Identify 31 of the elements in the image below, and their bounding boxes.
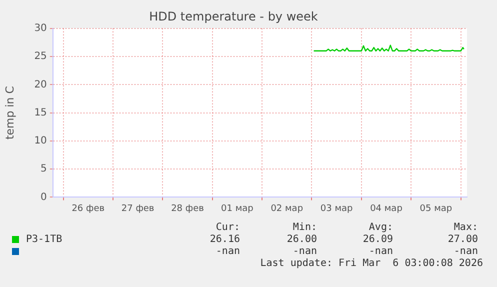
text: -nan: [368, 246, 393, 258]
text: Last update: Fri Mar 6 03:00:08 2026: [260, 258, 483, 270]
x-tick-label: 04 мар: [370, 204, 403, 214]
y-tick-label: 10: [34, 136, 47, 147]
text: 26.09: [362, 234, 393, 246]
y-tick-label: 30: [34, 22, 47, 34]
y-tick-label: 25: [34, 51, 47, 62]
text: Min:: [292, 222, 317, 234]
chart-title: HDD temperature - by week: [149, 9, 318, 24]
text: -nan: [292, 246, 317, 258]
text: Avg:: [368, 222, 393, 234]
y-tick-label: 15: [34, 107, 47, 118]
x-tick-label: 26 фев: [72, 204, 105, 214]
text: -nan: [454, 246, 478, 258]
x-tick-label: 28 фев: [171, 204, 204, 214]
x-tick-label: 01 мар: [221, 204, 254, 214]
y-tick-label: 20: [34, 79, 47, 90]
y-axis-title: temp in C: [3, 86, 16, 140]
x-tick-label: 05 мар: [420, 204, 452, 214]
x-tick-label: 03 мар: [320, 204, 354, 214]
text: 26.16: [210, 234, 240, 246]
y-tick-label: 0: [40, 192, 47, 203]
x-tick-label: 27 фев: [121, 204, 154, 214]
y-tick-label: 5: [40, 164, 47, 175]
text: 27.00: [448, 234, 478, 246]
text: -nan: [216, 246, 240, 258]
text: Max:: [454, 222, 478, 234]
text: Cur:: [216, 222, 240, 234]
text: 26.00: [286, 234, 317, 246]
x-tick-label: 02 мар: [270, 204, 304, 214]
legend-label: P3-1TB: [26, 234, 62, 246]
